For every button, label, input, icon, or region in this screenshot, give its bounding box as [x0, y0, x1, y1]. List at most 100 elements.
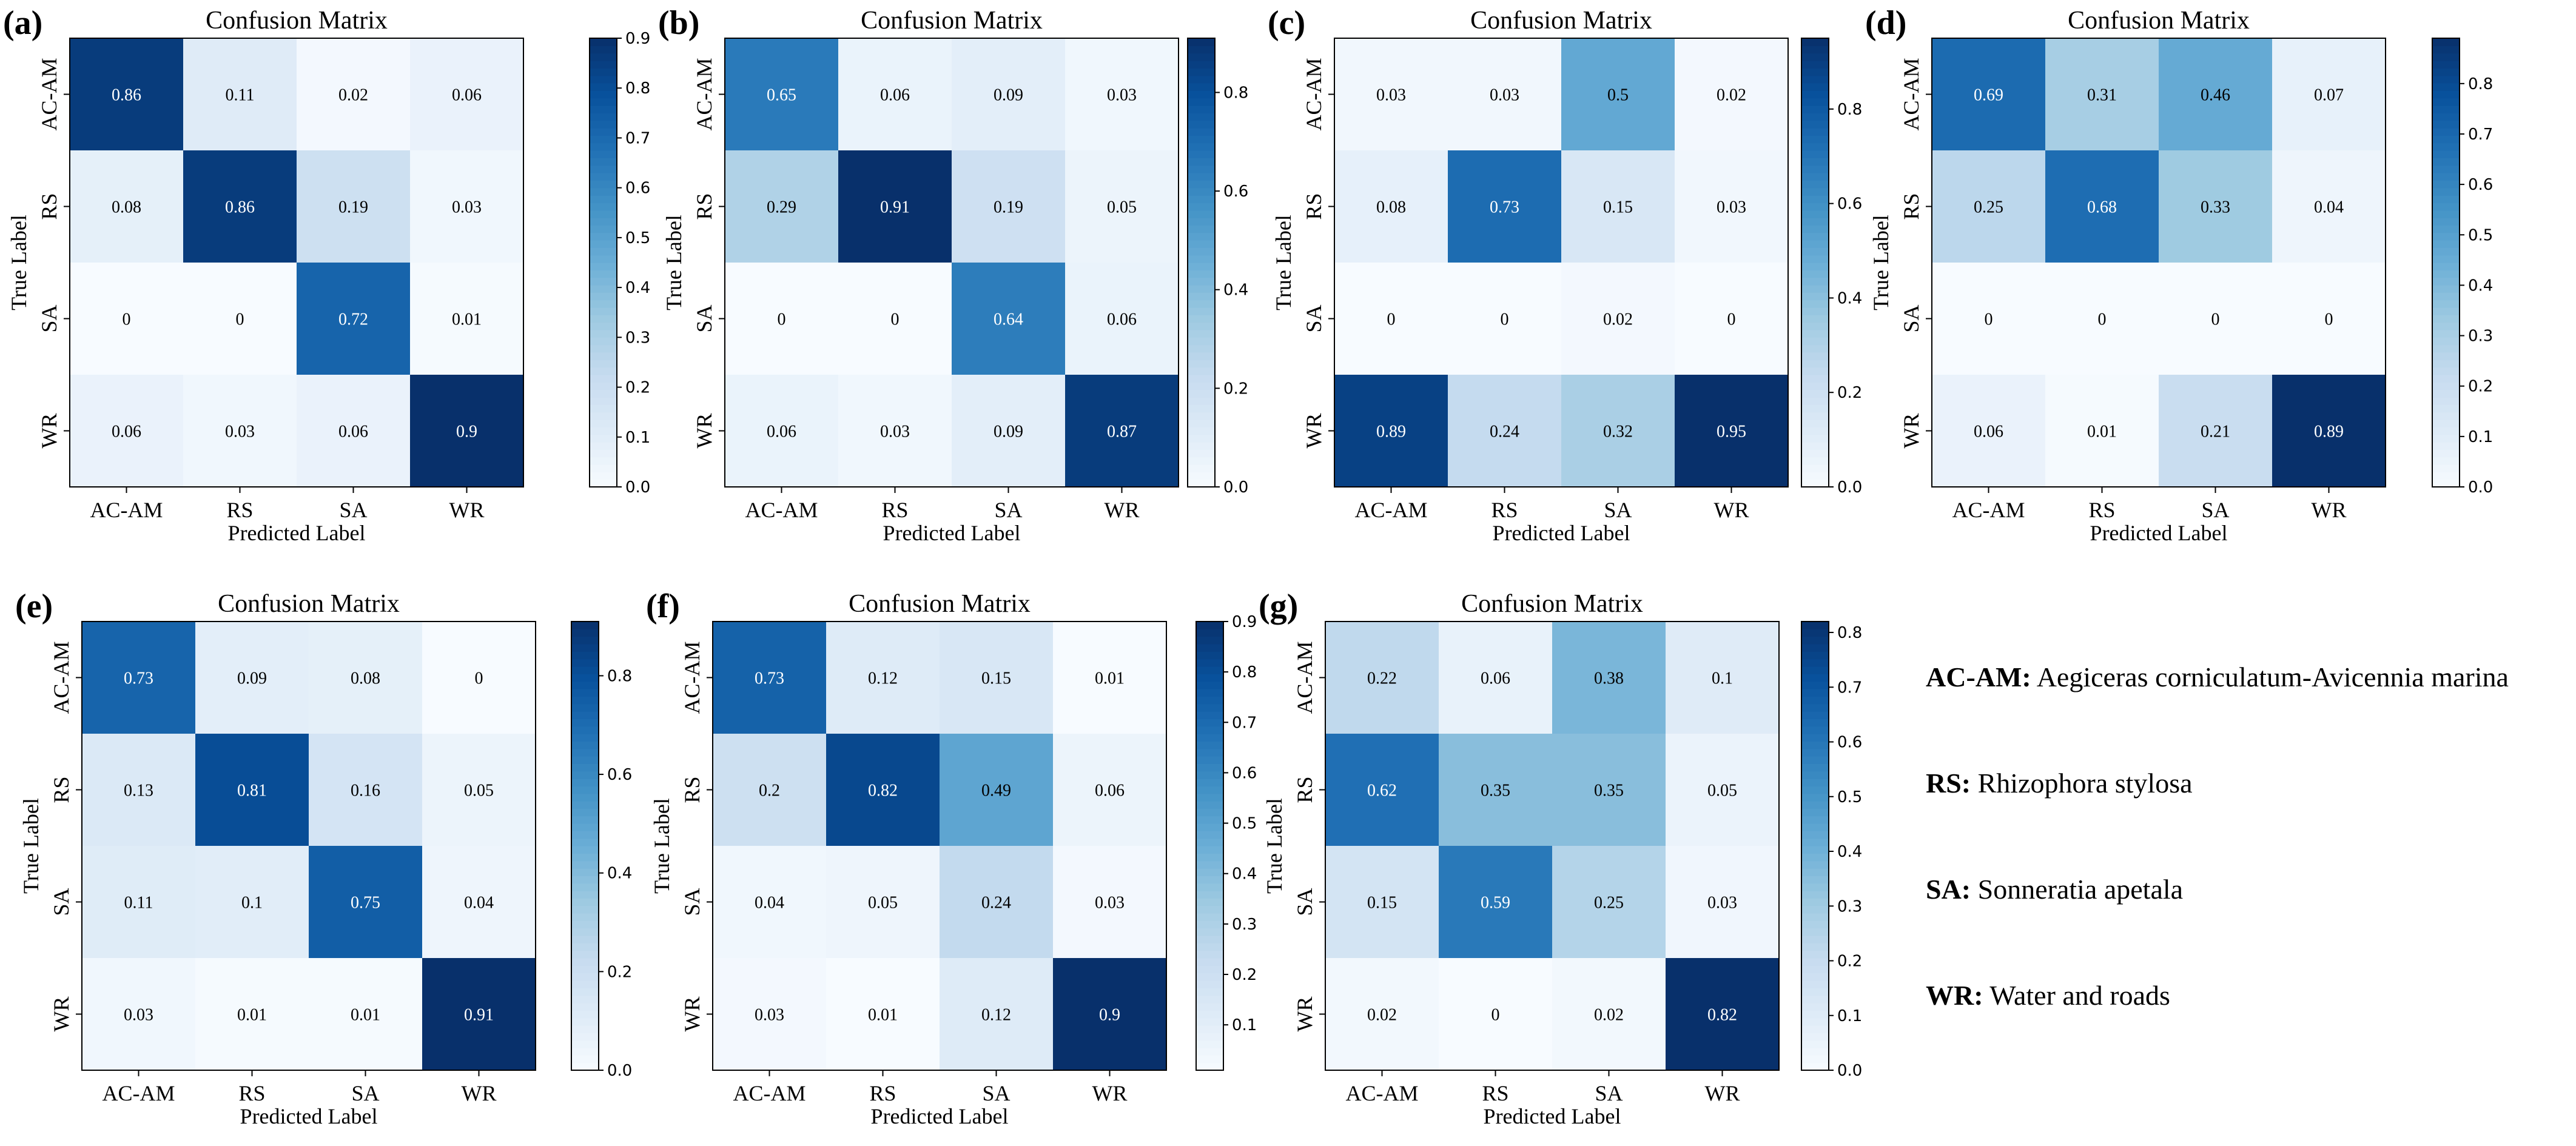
- confusion-matrix-panel: (c) Confusion Matrix 0.03 0.03 0.5 0.02 0.08 0.…: [1268, 4, 1862, 545]
- colorbar-segment: [2432, 142, 2460, 151]
- colorbar-tick-label: 0.1: [625, 429, 650, 447]
- colorbar-segment: [1196, 973, 1223, 981]
- y-tick-label: WR: [692, 414, 716, 449]
- colorbar-tick-label: 0.5: [1837, 788, 1862, 806]
- colorbar-segment: [1801, 38, 1829, 46]
- heatmap-cell: [82, 846, 196, 959]
- colorbar-tick-label: 0.0: [1837, 1062, 1862, 1080]
- heatmap-cell: [1334, 38, 1448, 151]
- colorbar-segment: [1188, 367, 1215, 375]
- colorbar-segment: [1196, 763, 1223, 772]
- colorbar-segment: [1801, 255, 1829, 263]
- colorbar-segment: [1801, 277, 1829, 286]
- confusion-matrix-panel: (f) Confusion Matrix 0.73 0.12 0.15 0.01 0.2 0.…: [646, 588, 1257, 1128]
- heatmap-cell: [1053, 846, 1167, 959]
- heatmap-cell: [940, 622, 1054, 734]
- confusion-matrix-panel: (d) Confusion Matrix 0.69 0.31 0.46 0.07 0.25 0…: [1865, 4, 2493, 545]
- confusion-matrix-panel: (g) Confusion Matrix 0.22 0.06 0.38 0.1 0.62 0.…: [1259, 588, 1862, 1128]
- colorbar-segment: [1801, 210, 1829, 218]
- cell-value-label: 0: [123, 310, 131, 329]
- colorbar-segment: [571, 920, 599, 929]
- x-tick-label: SA: [1604, 498, 1632, 522]
- colorbar-segment: [1188, 285, 1215, 293]
- colorbar-segment: [590, 173, 617, 181]
- colorbar-segment: [1801, 375, 1829, 383]
- y-tick-label: SA: [1899, 304, 1923, 332]
- colorbar-tick-label: 0.7: [1232, 714, 1257, 732]
- panel-letter: (f): [646, 588, 680, 625]
- colorbar-segment: [1196, 876, 1223, 884]
- colorbar-segment: [1196, 651, 1223, 660]
- colorbar-segment: [2432, 38, 2460, 46]
- colorbar-segment: [1801, 68, 1829, 76]
- colorbar-tick-label: 0.3: [2468, 327, 2493, 346]
- colorbar-tick-label: 0.9: [625, 30, 650, 48]
- colorbar-segment: [1188, 150, 1215, 158]
- colorbar-segment: [1801, 203, 1829, 211]
- legend-key: WR:: [1926, 980, 1983, 1011]
- y-tick-label: WR: [49, 997, 73, 1032]
- colorbar-segment: [1801, 434, 1829, 443]
- x-tick-label: WR: [462, 1081, 497, 1105]
- cell-value-label: 0.03: [1717, 198, 1746, 217]
- colorbar-segment: [1801, 90, 1829, 99]
- colorbar-segment: [590, 142, 617, 151]
- colorbar-segment: [1801, 741, 1829, 749]
- heatmap-cell: [952, 263, 1066, 375]
- colorbar-segment: [1801, 1033, 1829, 1041]
- colorbar-segment: [2432, 464, 2460, 472]
- colorbar-segment: [1196, 950, 1223, 959]
- colorbar-segment: [1188, 404, 1215, 413]
- colorbar-segment: [590, 263, 617, 270]
- colorbar-tick-label: 0.6: [625, 179, 650, 198]
- colorbar-segment: [590, 113, 617, 121]
- cell-value-label: 0.03: [452, 198, 482, 217]
- colorbar-segment: [1188, 232, 1215, 241]
- heatmap-cell: [2045, 375, 2159, 488]
- colorbar-segment: [1196, 913, 1223, 921]
- heatmap-cell: [297, 38, 411, 151]
- cell-value-label: 0.06: [112, 423, 141, 441]
- cell-value-label: 0.73: [755, 669, 784, 688]
- colorbar-segment: [1801, 142, 1829, 151]
- colorbar-segment: [1196, 786, 1223, 794]
- colorbar-segment: [2432, 240, 2460, 248]
- colorbar-segment: [1801, 344, 1829, 353]
- colorbar-segment: [1801, 711, 1829, 719]
- colorbar-segment: [2432, 285, 2460, 293]
- cell-value-label: 0.2: [759, 782, 780, 800]
- heatmap-cell: [952, 38, 1066, 151]
- colorbar-segment: [2432, 135, 2460, 144]
- colorbar-segment: [1188, 307, 1215, 315]
- heatmap-cell: [82, 622, 196, 734]
- heatmap-cell: [1552, 958, 1666, 1071]
- colorbar-segment: [1188, 255, 1215, 263]
- y-tick-label: RS: [692, 193, 716, 219]
- colorbar-segment: [571, 622, 599, 629]
- colorbar-segment: [1196, 1055, 1223, 1064]
- colorbar-segment: [590, 240, 617, 248]
- colorbar-segment: [2432, 210, 2460, 218]
- colorbar-segment: [1801, 292, 1829, 301]
- colorbar-segment: [1801, 128, 1829, 136]
- y-tick-label: SA: [1302, 304, 1326, 332]
- colorbar-segment: [1801, 420, 1829, 427]
- colorbar-frame: [1187, 38, 1216, 488]
- colorbar-segment: [1801, 404, 1829, 413]
- colorbar-segment: [590, 232, 617, 241]
- colorbar-segment: [1188, 397, 1215, 405]
- colorbar-segment: [590, 187, 617, 196]
- colorbar-segment: [1196, 1062, 1223, 1071]
- colorbar-segment: [1196, 995, 1223, 1004]
- heatmap-cell: [1439, 622, 1553, 734]
- colorbar-segment: [1801, 674, 1829, 682]
- colorbar-segment: [571, 980, 599, 988]
- colorbar-segment: [1801, 315, 1829, 323]
- colorbar-segment: [1196, 823, 1223, 831]
- colorbar-segment: [1801, 173, 1829, 181]
- colorbar-segment: [571, 1055, 599, 1064]
- colorbar-tick-label: 0.8: [1223, 84, 1248, 102]
- colorbar-segment: [571, 674, 599, 682]
- colorbar-segment: [571, 681, 599, 689]
- cell-value-label: 0.73: [124, 669, 153, 688]
